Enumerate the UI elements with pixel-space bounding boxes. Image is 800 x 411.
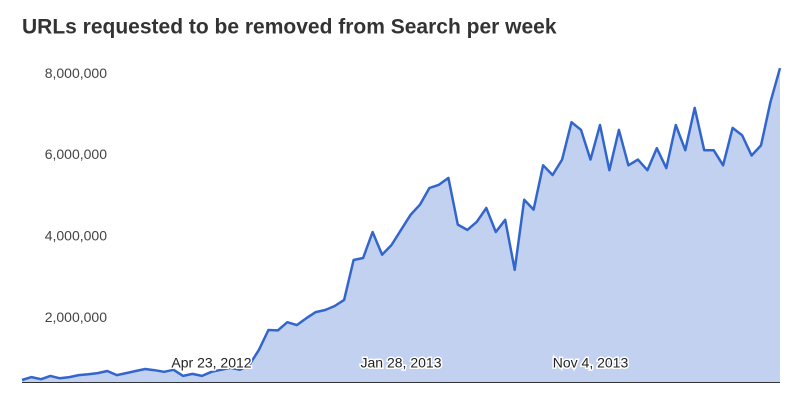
x-tick-label: Jan 28, 2013 xyxy=(361,355,442,371)
chart-title: URLs requested to be removed from Search… xyxy=(22,16,557,39)
y-tick-label: 2,000,000 xyxy=(45,309,107,325)
y-tick-label: 4,000,000 xyxy=(45,228,107,244)
y-tick-label: 6,000,000 xyxy=(45,146,107,162)
x-tick-label: Apr 23, 2012 xyxy=(171,355,251,371)
y-tick-label: 8,000,000 xyxy=(45,65,107,81)
x-tick-label: Nov 4, 2013 xyxy=(553,355,629,371)
area-fill xyxy=(22,68,780,382)
line xyxy=(21,67,782,382)
